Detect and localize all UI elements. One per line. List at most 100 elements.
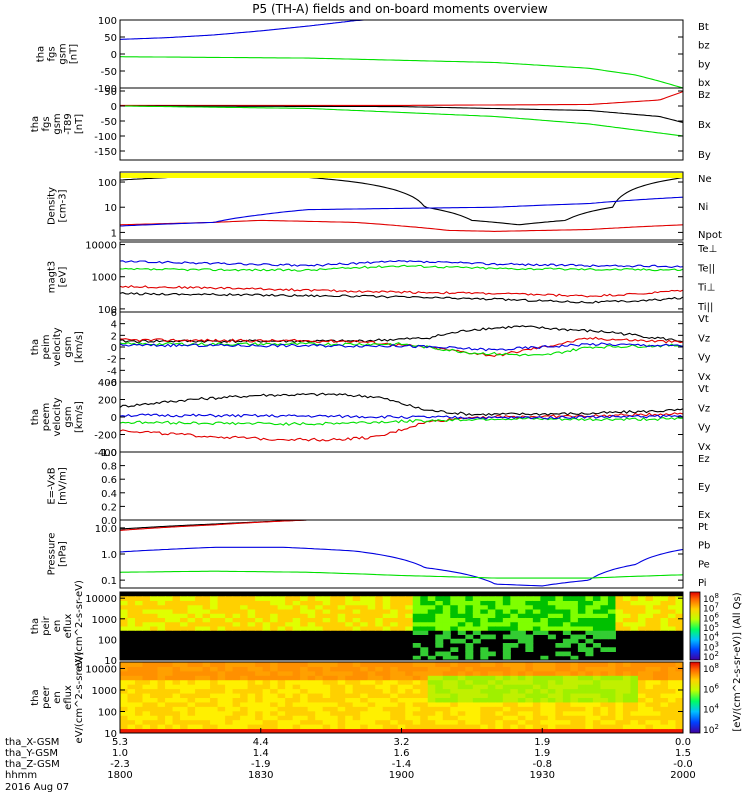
panel-frame [119, 87, 684, 161]
heatmap-cell [127, 613, 136, 618]
heatmap-cell [607, 724, 616, 730]
y-axis-label: Density [cm-3] [47, 187, 69, 225]
heatmap-cell [540, 666, 549, 672]
heatmap-cell [540, 617, 549, 623]
heatmap-cell [585, 675, 594, 681]
heatmap-cell [547, 634, 556, 640]
heatmap-cell [607, 647, 616, 652]
heatmap-cell [577, 604, 586, 610]
heatmap-cell [607, 613, 616, 618]
heatmap-cell [300, 724, 309, 730]
heatmap-cell [150, 697, 159, 703]
heatmap-cell [495, 710, 504, 716]
heatmap-cell [607, 609, 616, 614]
heatmap-cell [315, 724, 324, 730]
legend-Vz: Vz [698, 403, 710, 414]
heatmap-cell [187, 596, 196, 601]
panel-frame [119, 591, 684, 661]
heatmap-cell [502, 655, 511, 660]
heatmap-cell [457, 609, 466, 614]
heatmap-cell [165, 670, 174, 676]
heatmap-cell [570, 617, 579, 623]
heatmap-cell [390, 621, 399, 627]
heatmap-cell [157, 715, 166, 721]
heatmap-cell [352, 710, 361, 716]
heatmap-cell [367, 617, 376, 623]
heatmap-cell [412, 643, 421, 648]
heatmap-cell [510, 710, 519, 716]
heatmap-cell [465, 634, 474, 640]
heatmap-cell [232, 701, 241, 707]
heatmap-cell [330, 719, 339, 725]
heatmap-cell [127, 684, 136, 690]
heatmap-cell [210, 706, 219, 712]
heatmap-cell [472, 666, 481, 672]
heatmap-cell [397, 666, 406, 672]
heatmap-cell [487, 613, 496, 618]
heatmap-cell [412, 604, 421, 610]
heatmap-cell [652, 719, 661, 725]
heatmap-cell [457, 666, 466, 672]
heatmap-cell [495, 706, 504, 712]
heatmap-cell [517, 670, 526, 676]
heatmap-cell [495, 621, 504, 627]
heatmap-cell [382, 600, 391, 606]
heatmap-cell [157, 697, 166, 703]
heatmap-cell [675, 715, 683, 721]
heatmap-cell [285, 688, 294, 694]
heatmap-cell [675, 626, 683, 631]
heatmap-cell [277, 675, 286, 681]
heatmap-cell [360, 600, 369, 606]
heatmap-cell [540, 596, 549, 601]
heatmap-cell [525, 701, 534, 707]
heatmap-cell [562, 670, 571, 676]
heatmap-cell [270, 684, 279, 690]
heatmap-cell [210, 724, 219, 730]
heatmap-cell [382, 693, 391, 698]
heatmap-cell [240, 684, 249, 690]
series-line-Ti|| [120, 264, 683, 272]
heatmap-cell [285, 693, 294, 698]
heatmap-cell [502, 609, 511, 614]
heatmap-cell [187, 666, 196, 672]
heatmap-cell [232, 609, 241, 614]
heatmap-cell [172, 724, 181, 730]
y-axis-label-line: tha [30, 116, 41, 132]
heatmap-cell [562, 630, 571, 635]
heatmap-cell [487, 724, 496, 730]
heatmap-cell [307, 626, 316, 631]
x-row-value: 1.9 [534, 737, 550, 748]
heatmap-cell [660, 613, 669, 618]
heatmap-cell [480, 670, 489, 676]
heatmap-cell [412, 693, 421, 698]
heatmap-cell [592, 688, 601, 694]
y-tick-label: -50 [101, 67, 117, 78]
heatmap-cell [525, 666, 534, 672]
heatmap-cell [165, 609, 174, 614]
heatmap-cell [637, 596, 646, 601]
heatmap-cell [487, 634, 496, 640]
heatmap-cell [172, 621, 181, 627]
heatmap-cell [645, 719, 654, 725]
heatmap-cell [375, 706, 384, 712]
heatmap-cell [667, 609, 676, 614]
heatmap-cell [577, 670, 586, 676]
heatmap-cell [577, 679, 586, 685]
heatmap-cell [142, 679, 151, 685]
heatmap-cell [472, 693, 481, 698]
heatmap-cell [232, 596, 241, 601]
heatmap-cell [645, 609, 654, 614]
heatmap-cell [502, 662, 511, 667]
heatmap-cell [172, 662, 181, 667]
heatmap-cell [427, 613, 436, 618]
heatmap-cell [585, 604, 594, 610]
heatmap-cell [615, 613, 624, 618]
heatmap-cell [517, 715, 526, 721]
heatmap-cell [345, 719, 354, 725]
heatmap-cell [480, 719, 489, 725]
heatmap-cell [547, 596, 556, 601]
legend-Npot: Npot [698, 230, 722, 241]
heatmap-cell [487, 621, 496, 627]
heatmap-cell [555, 688, 564, 694]
